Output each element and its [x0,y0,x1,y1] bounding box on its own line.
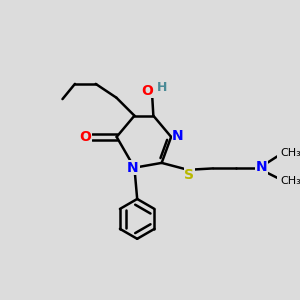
Text: O: O [80,130,92,144]
Text: N: N [172,128,184,142]
Text: CH₃: CH₃ [281,148,300,158]
Text: H: H [157,81,168,94]
Text: N: N [127,161,139,175]
Text: CH₃: CH₃ [281,176,300,186]
Text: S: S [184,168,194,182]
Text: N: N [256,160,267,174]
Text: O: O [141,84,153,98]
